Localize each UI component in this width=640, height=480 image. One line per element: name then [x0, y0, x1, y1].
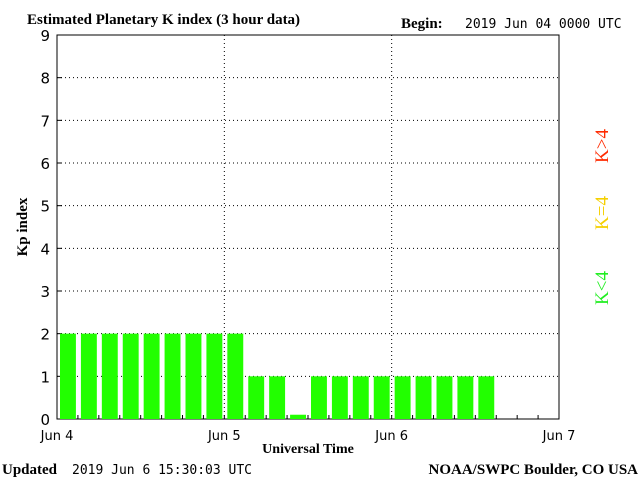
- x-tick-label: Jun 4: [40, 429, 74, 444]
- y-axis-label: Kp index: [15, 197, 31, 256]
- kp-bar: [269, 376, 286, 419]
- kp-bar: [185, 333, 202, 419]
- kp-bar: [227, 333, 244, 419]
- kp-bar: [164, 333, 181, 419]
- kp-bar: [101, 333, 118, 419]
- legend-k-equal-4: K=4: [592, 196, 613, 230]
- kp-bar: [436, 376, 453, 419]
- updated-label: Updated: [2, 462, 58, 478]
- y-tick-label: 1: [40, 368, 50, 386]
- y-tick-label: 5: [40, 198, 50, 216]
- updated-value: 2019 Jun 6 15:30:03 UTC: [72, 463, 252, 478]
- kp-bar: [206, 333, 223, 419]
- kp-bar: [478, 376, 495, 419]
- y-tick-label: 8: [40, 70, 50, 88]
- y-tick-label: 4: [40, 240, 50, 258]
- legend-k-below-4: K<4: [592, 271, 613, 305]
- x-axis-label: Universal Time: [262, 442, 354, 457]
- y-tick-label: 7: [40, 112, 50, 130]
- begin-label: Begin:: [401, 16, 443, 32]
- kp-bar: [311, 376, 327, 419]
- y-tick-label: 6: [40, 155, 50, 173]
- y-tick-labels: 0 1 2 3 4 5 6 7 8 9: [40, 27, 50, 429]
- begin-value: 2019 Jun 04 0000 UTC: [465, 17, 622, 32]
- kp-bar: [394, 376, 411, 419]
- plot-frame: [56, 34, 560, 420]
- x-tick-label: Jun 5: [207, 429, 241, 444]
- kp-bar: [122, 333, 139, 419]
- y-tick-label: 2: [40, 326, 50, 344]
- chart-title: Estimated Planetary K index (3 hour data…: [27, 12, 300, 28]
- kp-bar: [290, 414, 306, 419]
- kp-bar: [143, 333, 160, 419]
- source-credit: NOAA/SWPC Boulder, CO USA: [429, 462, 639, 478]
- legend-k-above-4: K>4: [592, 129, 613, 163]
- y-tick-label: 9: [40, 27, 50, 45]
- kp-bar: [373, 376, 390, 419]
- kp-bar: [248, 376, 265, 419]
- kp-bar: [60, 333, 76, 419]
- kp-bar: [352, 376, 369, 419]
- kp-bar: [331, 376, 348, 419]
- x-tick-labels: Jun 4 Jun 5 Jun 6 Jun 7: [40, 429, 576, 444]
- y-tick-label: 3: [40, 283, 50, 301]
- kp-bar: [457, 376, 474, 419]
- y-tick-label: 0: [40, 411, 50, 429]
- bars: [60, 333, 495, 419]
- kp-bar: [80, 333, 97, 419]
- x-tick-label: Jun 7: [542, 429, 576, 444]
- x-tick-label: Jun 6: [374, 429, 408, 444]
- kp-bar: [415, 376, 432, 419]
